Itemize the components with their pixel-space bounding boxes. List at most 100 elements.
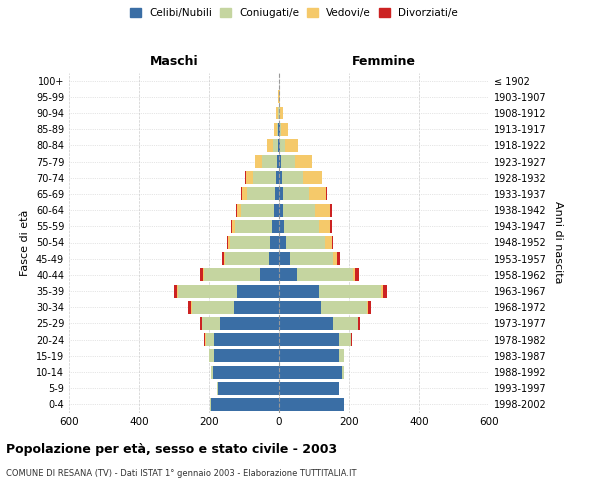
Bar xyxy=(281,155,295,168)
Bar xyxy=(214,350,279,362)
Bar xyxy=(319,284,380,298)
Bar xyxy=(247,188,275,200)
Bar xyxy=(200,268,203,281)
Bar xyxy=(351,333,352,346)
Bar xyxy=(380,284,383,298)
Bar xyxy=(280,122,281,136)
Bar xyxy=(279,382,338,394)
Bar xyxy=(383,284,387,298)
Bar xyxy=(204,268,260,281)
Bar xyxy=(276,106,278,120)
Bar xyxy=(279,204,283,216)
Bar xyxy=(272,139,278,152)
Bar xyxy=(274,204,279,216)
Bar xyxy=(260,268,279,281)
Bar xyxy=(225,252,269,265)
Bar xyxy=(338,350,344,362)
Bar xyxy=(232,220,235,233)
Bar xyxy=(331,236,333,249)
Bar xyxy=(279,220,284,233)
Bar xyxy=(333,252,337,265)
Bar xyxy=(279,284,319,298)
Bar xyxy=(281,122,288,136)
Bar xyxy=(358,317,360,330)
Bar xyxy=(242,188,247,200)
Bar xyxy=(253,172,275,184)
Bar xyxy=(290,252,333,265)
Bar xyxy=(333,317,358,330)
Bar xyxy=(321,301,367,314)
Bar xyxy=(355,268,359,281)
Bar xyxy=(270,236,279,249)
Bar xyxy=(205,333,214,346)
Bar xyxy=(272,220,279,233)
Bar xyxy=(337,252,340,265)
Bar xyxy=(279,236,286,249)
Bar xyxy=(283,188,309,200)
Bar xyxy=(188,301,191,314)
Bar xyxy=(282,172,303,184)
Bar xyxy=(274,122,277,136)
Bar xyxy=(342,366,344,378)
Bar xyxy=(203,268,204,281)
Bar xyxy=(237,204,241,216)
Text: Maschi: Maschi xyxy=(149,54,199,68)
Text: COMUNE DI RESANA (TV) - Dati ISTAT 1° gennaio 2003 - Elaborazione TUTTITALIA.IT: COMUNE DI RESANA (TV) - Dati ISTAT 1° ge… xyxy=(6,468,356,477)
Bar xyxy=(218,382,279,394)
Bar xyxy=(275,172,279,184)
Bar xyxy=(191,301,233,314)
Bar xyxy=(279,301,321,314)
Bar xyxy=(319,220,330,233)
Bar xyxy=(309,188,326,200)
Bar xyxy=(330,220,331,233)
Bar xyxy=(224,252,225,265)
Bar xyxy=(202,317,220,330)
Bar xyxy=(174,284,177,298)
Bar xyxy=(228,236,230,249)
Bar xyxy=(246,172,253,184)
Bar xyxy=(262,155,277,168)
Bar xyxy=(268,139,272,152)
Bar xyxy=(233,301,279,314)
Bar xyxy=(217,382,218,394)
Bar xyxy=(278,139,279,152)
Bar xyxy=(279,139,280,152)
Bar xyxy=(214,333,279,346)
Bar xyxy=(279,155,281,168)
Bar xyxy=(241,204,274,216)
Bar xyxy=(279,398,344,411)
Bar xyxy=(200,317,202,330)
Y-axis label: Fasce di età: Fasce di età xyxy=(20,210,30,276)
Bar xyxy=(277,155,279,168)
Bar xyxy=(212,366,279,378)
Y-axis label: Anni di nascita: Anni di nascita xyxy=(553,201,563,283)
Bar xyxy=(279,122,280,136)
Bar xyxy=(368,301,371,314)
Legend: Celibi/Nubili, Coniugati/e, Vedovi/e, Divorziati/e: Celibi/Nubili, Coniugati/e, Vedovi/e, Di… xyxy=(127,5,461,21)
Bar xyxy=(279,350,338,362)
Bar xyxy=(284,220,319,233)
Bar xyxy=(338,333,351,346)
Text: Femmine: Femmine xyxy=(352,54,416,68)
Bar xyxy=(353,268,355,281)
Bar xyxy=(303,172,322,184)
Bar xyxy=(211,398,279,411)
Bar xyxy=(279,333,338,346)
Bar xyxy=(230,236,270,249)
Bar xyxy=(279,188,283,200)
Bar xyxy=(237,284,279,298)
Bar xyxy=(283,204,314,216)
Bar xyxy=(367,301,368,314)
Bar xyxy=(279,268,296,281)
Bar xyxy=(279,252,290,265)
Bar xyxy=(280,139,286,152)
Bar xyxy=(277,122,278,136)
Bar xyxy=(279,366,342,378)
Bar xyxy=(236,204,237,216)
Bar xyxy=(222,252,224,265)
Bar xyxy=(325,236,331,249)
Bar xyxy=(220,317,279,330)
Bar xyxy=(279,172,282,184)
Bar xyxy=(227,236,228,249)
Bar xyxy=(275,188,279,200)
